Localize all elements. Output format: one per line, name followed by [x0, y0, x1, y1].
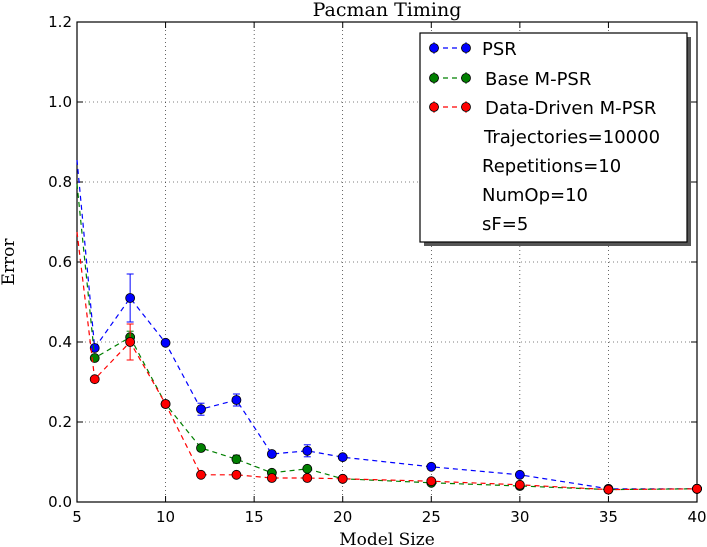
data-point — [302, 463, 313, 474]
data-point — [125, 293, 136, 303]
x-tick-label: 15 — [245, 508, 264, 526]
series-layer — [76, 159, 702, 495]
y-tick-label: 0.6 — [48, 253, 72, 271]
data-point — [337, 473, 348, 484]
legend-marker — [461, 102, 471, 112]
x-tick-label: 5 — [72, 508, 82, 526]
data-point — [160, 337, 171, 348]
data-point — [514, 469, 525, 480]
y-tick-label: 0.8 — [48, 173, 72, 191]
legend-note: sF=5 — [482, 214, 528, 235]
legend-label: Base M-PSR — [485, 69, 591, 90]
legend-note: Repetitions=10 — [482, 156, 621, 177]
legend-marker — [461, 73, 471, 83]
data-point — [514, 479, 525, 490]
x-tick-label: 35 — [599, 508, 618, 526]
y-tick-label: 0.2 — [48, 413, 72, 431]
x-tick-label: 40 — [687, 508, 706, 526]
data-point — [266, 473, 277, 483]
data-point — [231, 454, 242, 465]
data-point — [603, 484, 614, 495]
legend-marker — [429, 102, 439, 112]
x-tick-label: 10 — [156, 508, 175, 526]
x-tick-label: 30 — [510, 508, 529, 526]
data-point — [196, 469, 206, 480]
data-point — [125, 337, 136, 347]
data-point — [196, 443, 206, 453]
x-axis-label: Model Size — [339, 530, 435, 547]
legend-entry: PSR — [429, 39, 517, 60]
data-point — [692, 483, 702, 494]
chart-title: Pacman Timing — [313, 0, 462, 21]
legend: PSR Base M-PSR Data-Driven M-PSR Trajectori… — [419, 32, 691, 246]
data-point — [266, 449, 277, 459]
y-tick-label: 1.2 — [48, 13, 72, 31]
data-point — [89, 343, 100, 353]
legend-box — [419, 32, 688, 243]
data-point — [196, 404, 206, 415]
legend-marker — [429, 43, 439, 53]
data-point — [302, 473, 313, 483]
x-tick-label: 20 — [333, 508, 352, 526]
data-point — [426, 461, 437, 472]
data-point — [231, 469, 242, 480]
legend-note: NumOp=10 — [482, 185, 588, 206]
legend-note: Trajectories=10000 — [483, 127, 660, 148]
legend-entry: Data-Driven M-PSR — [429, 98, 656, 119]
y-tick-label: 1.0 — [48, 93, 72, 111]
legend-marker — [461, 43, 471, 53]
series — [76, 231, 702, 495]
data-point — [337, 452, 348, 463]
data-point — [89, 374, 100, 385]
x-tick-label: 25 — [422, 508, 441, 526]
data-point — [160, 399, 171, 409]
axis-ticks: 5 10 15 20 25 30 35 40 0.0 0.2 0.4 0.6 0.8 1.0 1.2 — [48, 13, 706, 526]
legend-label: Data-Driven M-PSR — [485, 98, 656, 119]
y-axis-label: Error — [0, 238, 19, 286]
legend-label: PSR — [482, 39, 517, 60]
legend-entry: Base M-PSR — [429, 69, 591, 90]
data-point — [426, 476, 437, 487]
legend-marker — [429, 73, 439, 83]
data-point — [231, 395, 242, 405]
series-line — [76, 231, 698, 491]
data-point — [302, 445, 313, 456]
y-tick-label: 0.4 — [48, 333, 72, 351]
y-tick-label: 0.0 — [48, 493, 72, 511]
